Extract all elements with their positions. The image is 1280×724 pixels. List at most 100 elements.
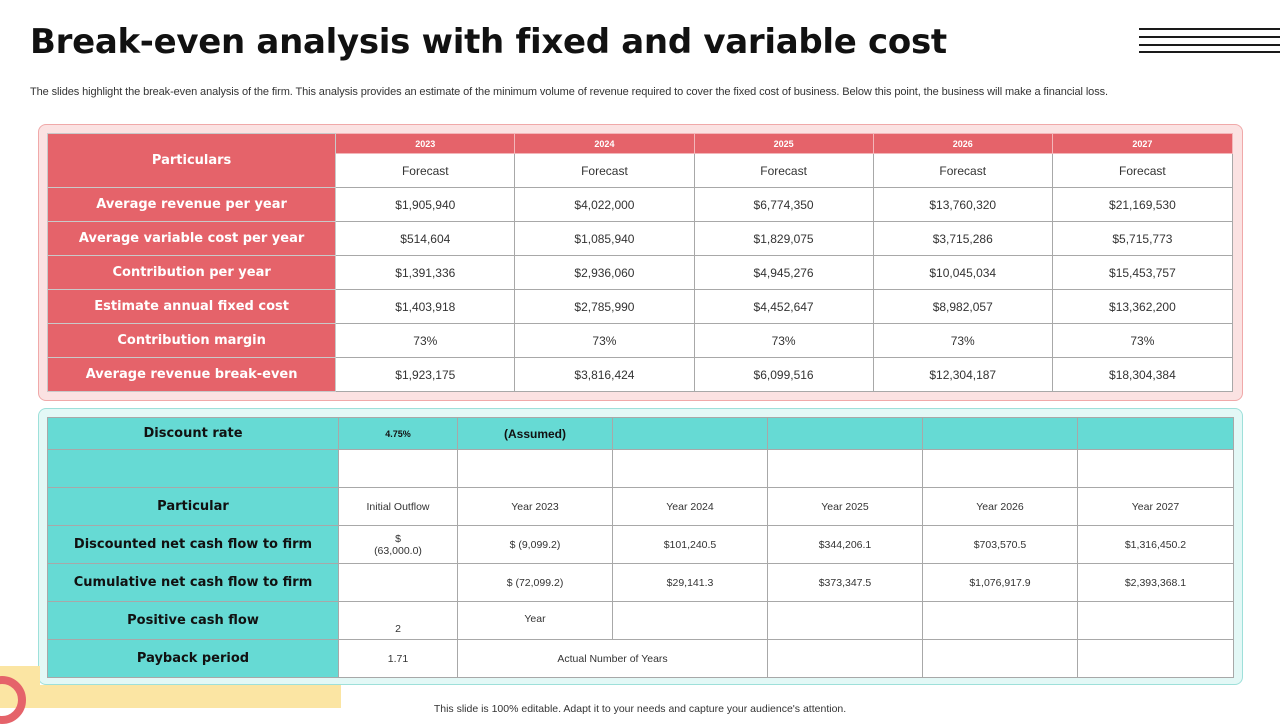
- year-header: 2027: [1051, 133, 1234, 154]
- assumed-label: (Assumed): [457, 417, 613, 450]
- table-row: Contribution per year $1,391,336 $2,936,…: [46, 255, 1234, 290]
- table-cell: $1,905,940: [335, 187, 516, 222]
- particular-header: Particular: [47, 487, 339, 526]
- page-title: Break-even analysis with fixed and varia…: [30, 22, 947, 62]
- empty-cell: [922, 449, 1078, 488]
- table-cell: $101,240.5: [612, 525, 768, 564]
- year-header: 2024: [514, 133, 695, 154]
- row-label: Contribution per year: [46, 255, 337, 290]
- table-cell: $1,076,917.9: [922, 563, 1078, 602]
- table-cell: $ (9,099.2): [457, 525, 613, 564]
- table-cell: Actual Number of Years: [457, 639, 768, 678]
- table-cell: $2,393,368.1: [1077, 563, 1234, 602]
- discount-rate-label: Discount rate: [47, 417, 339, 450]
- table-cell: $4,022,000: [514, 187, 695, 222]
- empty-cell: [922, 601, 1078, 640]
- table-cell: $29,141.3: [612, 563, 768, 602]
- table-cell: $13,760,320: [872, 187, 1053, 222]
- empty-cell: [612, 417, 768, 450]
- column-header: Year 2024: [612, 487, 768, 526]
- table-cell: $6,774,350: [693, 187, 874, 222]
- table-row: Positive cash flow 2 Year: [47, 601, 1234, 640]
- year-header: 2025: [693, 133, 874, 154]
- table-cell: $1,923,175: [335, 357, 516, 392]
- column-header: Year 2025: [767, 487, 923, 526]
- table-cell: $5,715,773: [1051, 221, 1234, 256]
- table-cell: 73%: [335, 323, 516, 358]
- table-cell: $1,829,075: [693, 221, 874, 256]
- table-cell: 1.71: [338, 639, 458, 678]
- table-cell: $514,604: [335, 221, 516, 256]
- table-cell: $ (72,099.2): [457, 563, 613, 602]
- row-label: Estimate annual fixed cost: [46, 289, 337, 324]
- table-cell: $15,453,757: [1051, 255, 1234, 290]
- table-cell: $1,316,450.2: [1077, 525, 1234, 564]
- table-cell: 2: [338, 601, 458, 640]
- forecast-label: Forecast: [693, 153, 874, 188]
- table-cell: Year: [457, 601, 613, 640]
- table-cell: $3,715,286: [872, 221, 1053, 256]
- break-even-table: Particulars 2023 2024 2025 2026 2027 For…: [46, 133, 1234, 392]
- table-cell: 73%: [514, 323, 695, 358]
- table-row: Contribution margin 73% 73% 73% 73% 73%: [46, 323, 1234, 358]
- table-cell: $10,045,034: [872, 255, 1053, 290]
- year-header: 2023: [335, 133, 516, 154]
- empty-cell: [767, 639, 923, 678]
- forecast-label: Forecast: [514, 153, 695, 188]
- table-cell: $1,403,918: [335, 289, 516, 324]
- table-row: Average revenue break-even $1,923,175 $3…: [46, 357, 1234, 392]
- table-cell: $1,085,940: [514, 221, 695, 256]
- page-subtitle: The slides highlight the break-even anal…: [30, 86, 1108, 98]
- forecast-label: Forecast: [872, 153, 1053, 188]
- table-cell: $3,816,424: [514, 357, 695, 392]
- table-cell: 73%: [693, 323, 874, 358]
- column-header: Year 2023: [457, 487, 613, 526]
- decorative-yellow-bar: [0, 685, 341, 708]
- table-row: Payback period 1.71 Actual Number of Yea…: [47, 639, 1234, 678]
- column-header: Year 2026: [922, 487, 1078, 526]
- table-cell: $4,945,276: [693, 255, 874, 290]
- table-cell: $13,362,200: [1051, 289, 1234, 324]
- empty-cell: [47, 449, 339, 488]
- empty-cell: [767, 417, 923, 450]
- row-label: Payback period: [47, 639, 339, 678]
- table-row: Cumulative net cash flow to firm $ (72,0…: [47, 563, 1234, 602]
- table-cell: 73%: [872, 323, 1053, 358]
- table-cell: $373,347.5: [767, 563, 923, 602]
- table-cell: $12,304,187: [872, 357, 1053, 392]
- row-label: Average variable cost per year: [46, 221, 337, 256]
- discount-rate-value: 4.75%: [338, 417, 458, 450]
- empty-cell: [612, 601, 768, 640]
- table-row: [47, 449, 1234, 488]
- table-cell: $2,785,990: [514, 289, 695, 324]
- empty-cell: [922, 639, 1078, 678]
- table-row: Particular Initial Outflow Year 2023 Yea…: [47, 487, 1234, 526]
- initial-outflow-value: (63,000.0): [374, 544, 422, 557]
- empty-cell: [457, 449, 613, 488]
- table-row: Discounted net cash flow to firm $ (63,0…: [47, 525, 1234, 564]
- table-cell: $18,304,384: [1051, 357, 1234, 392]
- table-cell: $21,169,530: [1051, 187, 1234, 222]
- footer-note: This slide is 100% editable. Adapt it to…: [433, 703, 847, 715]
- empty-cell: [767, 601, 923, 640]
- empty-cell: [1077, 601, 1234, 640]
- table-cell: $4,452,647: [693, 289, 874, 324]
- empty-cell: [338, 449, 458, 488]
- empty-cell: [612, 449, 768, 488]
- table-cell: $2,936,060: [514, 255, 695, 290]
- table-cell: 73%: [1051, 323, 1234, 358]
- empty-cell: [1077, 639, 1234, 678]
- table-cell: $8,982,057: [872, 289, 1053, 324]
- row-label: Average revenue break-even: [46, 357, 337, 392]
- empty-cell: [1077, 417, 1234, 450]
- empty-cell: [338, 563, 458, 602]
- empty-cell: [767, 449, 923, 488]
- table-row: Average revenue per year $1,905,940 $4,0…: [46, 187, 1234, 222]
- row-label: Discounted net cash flow to firm: [47, 525, 339, 564]
- decorative-lines: [1139, 28, 1280, 54]
- year-header: 2026: [872, 133, 1053, 154]
- column-header: Year 2027: [1077, 487, 1234, 526]
- forecast-label: Forecast: [1051, 153, 1234, 188]
- particulars-header: Particulars: [46, 133, 337, 188]
- column-header: Initial Outflow: [338, 487, 458, 526]
